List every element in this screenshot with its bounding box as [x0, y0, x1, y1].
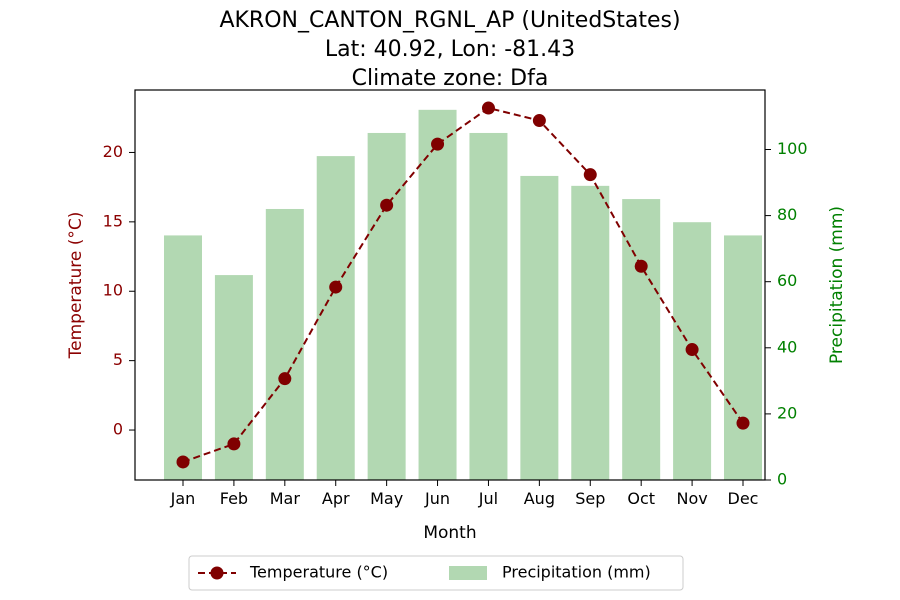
y-right-tick-label: 100	[777, 139, 808, 158]
temperature-point	[583, 168, 597, 182]
precipitation-bar	[265, 208, 304, 481]
legend-precipitation-swatch	[449, 566, 487, 580]
chart-legend: Temperature (°C) Precipitation (mm)	[188, 555, 684, 591]
x-tick-label: May	[370, 489, 403, 508]
temperature-point	[481, 101, 495, 115]
temperature-point	[685, 343, 699, 357]
chart-title-line: Climate zone: Dfa	[352, 66, 549, 91]
temperature-point	[532, 114, 546, 128]
y-right-tick-label: 80	[777, 205, 797, 224]
chart-title-line: Lat: 40.92, Lon: -81.43	[325, 37, 575, 62]
y-right-tick-label: 20	[777, 403, 797, 422]
y-left-tick-label: 15	[103, 211, 123, 230]
x-axis-label: Month	[423, 523, 476, 543]
x-tick-label: Apr	[322, 489, 350, 508]
temperature-point	[431, 137, 445, 151]
precipitation-bar	[469, 132, 508, 480]
plot-frame	[134, 89, 766, 481]
y-right-tick-label: 60	[777, 271, 797, 290]
x-tick-label: Dec	[728, 489, 759, 508]
x-tick-label: Jan	[170, 489, 196, 508]
x-tick-label: Jun	[424, 489, 450, 508]
y-left-tick-label: 20	[103, 142, 123, 161]
precipitation-bar	[316, 156, 355, 481]
legend-precipitation-label: Precipitation (mm)	[502, 563, 651, 582]
precipitation-bar	[520, 175, 559, 481]
temperature-point	[634, 259, 648, 273]
chart-title-line: AKRON_CANTON_RGNL_AP (UnitedStates)	[219, 8, 680, 33]
x-tick-label: Nov	[676, 489, 707, 508]
y-left-tick-label: 0	[113, 420, 123, 439]
precipitation-bar	[367, 132, 406, 480]
y-right-tick-label: 40	[777, 337, 797, 356]
temperature-point	[736, 416, 750, 430]
precipitation-bar	[724, 235, 762, 480]
precipitation-bar	[418, 109, 457, 480]
temperature-point	[176, 455, 190, 469]
y-left-tick-label: 10	[103, 281, 123, 300]
x-tick-label: Aug	[524, 489, 555, 508]
legend-box	[188, 555, 684, 591]
y-right-axis-label: Precipitation (mm)	[827, 206, 847, 364]
y-left-tick-label: 5	[113, 350, 123, 369]
legend-temperature-label: Temperature (°C)	[249, 563, 388, 582]
chart-axes: Jan Feb Mar Apr May Jun Jul Aug Sep Oct Nov Dec Mont…	[66, 89, 847, 543]
temperature-point	[329, 280, 343, 294]
precipitation-bars	[164, 109, 762, 481]
temperature-point	[227, 437, 241, 451]
y-right-tick-label: 0	[777, 470, 787, 489]
chart-title: AKRON_CANTON_RGNL_AP (UnitedStates) Lat: …	[219, 8, 680, 91]
x-tick-label: Sep	[575, 489, 605, 508]
x-tick-label: Feb	[220, 489, 248, 508]
temperature-point	[380, 198, 394, 212]
legend-temperature-marker	[210, 566, 224, 580]
temperature-line	[176, 101, 750, 469]
x-tick-label: Mar	[270, 489, 301, 508]
precipitation-bar	[622, 199, 661, 480]
precipitation-bar	[164, 235, 202, 480]
temperature-point	[278, 372, 292, 386]
temperature-series-line	[182, 106, 744, 463]
x-tick-label: Jul	[478, 489, 498, 508]
x-tick-label: Oct	[627, 489, 655, 508]
precipitation-bar	[571, 185, 610, 480]
y-left-axis-label: Temperature (°C)	[66, 212, 86, 360]
